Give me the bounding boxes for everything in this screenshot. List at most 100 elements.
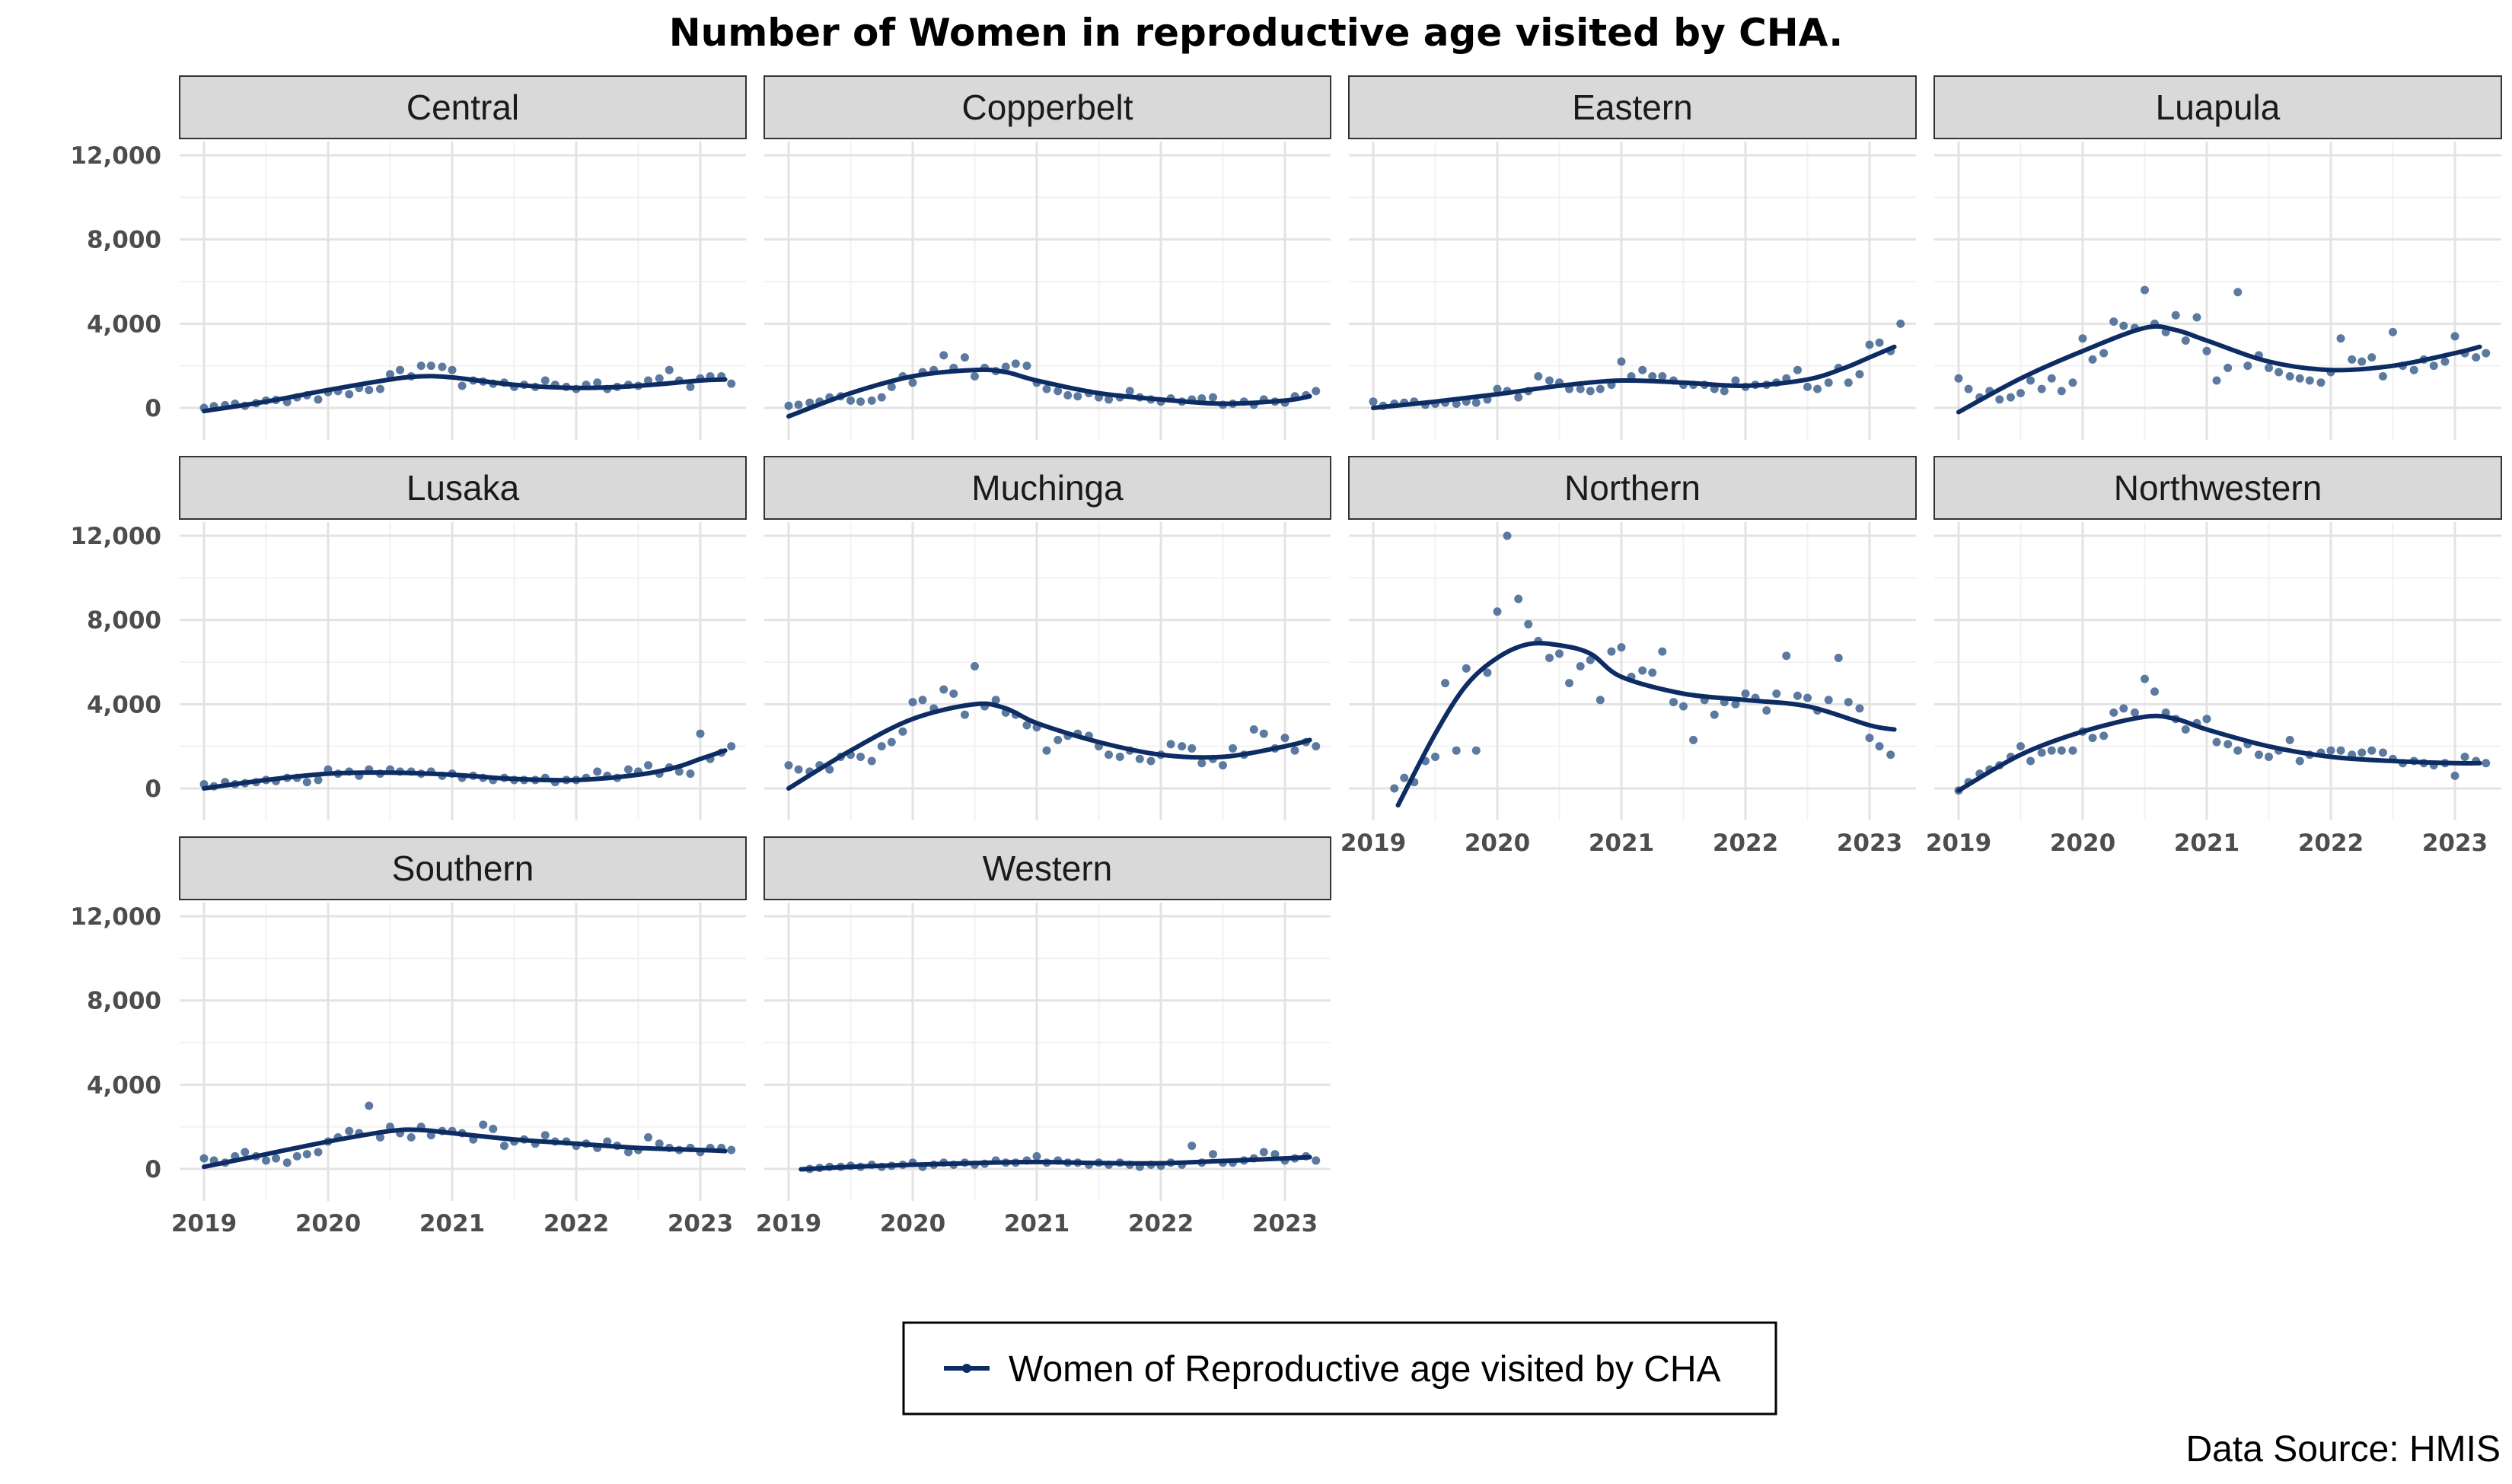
data-point (2233, 746, 2243, 755)
facet-strip (1933, 75, 2502, 139)
data-point (292, 1151, 301, 1161)
data-point (2326, 746, 2335, 755)
data-point (674, 767, 684, 776)
data-point (949, 689, 958, 698)
data-point (1514, 393, 1523, 402)
trend-line (202, 374, 728, 414)
data-point (1105, 395, 1114, 404)
data-point (1844, 378, 1853, 387)
data-point (623, 765, 633, 774)
data-point (655, 1139, 664, 1148)
trend-line (1395, 641, 1897, 808)
data-point (794, 400, 803, 409)
data-point (1824, 696, 1833, 705)
data-point (2068, 378, 2077, 387)
x-tick-label: 2023 (2422, 830, 2488, 857)
data-point (2233, 288, 2243, 297)
data-point (282, 1158, 292, 1167)
data-point (960, 710, 969, 719)
data-point (1493, 607, 1502, 616)
data-point (438, 362, 447, 371)
data-point (1208, 393, 1217, 402)
data-point (2409, 365, 2418, 374)
facet-strip (763, 456, 1331, 520)
data-point (2212, 737, 2221, 747)
facet-label: Eastern (1572, 88, 1693, 127)
data-point (1187, 1142, 1197, 1151)
data-point (856, 397, 865, 406)
data-point (1011, 359, 1020, 368)
data-point (1471, 746, 1481, 755)
data-point (1586, 655, 1595, 664)
data-point (1042, 384, 1051, 393)
y-tick-label: 12,000 (70, 523, 161, 550)
data-point (1617, 643, 1626, 652)
facet-label: Central (406, 88, 519, 127)
data-point (1032, 1151, 1041, 1161)
data-point (2088, 734, 2097, 743)
data-point (1710, 710, 1719, 719)
y-tick-label: 4,000 (87, 691, 161, 718)
facet-label: Northwestern (2114, 468, 2322, 508)
data-point (1658, 647, 1667, 656)
data-point (1741, 689, 1750, 698)
data-point (971, 372, 979, 381)
data-point (1855, 370, 1864, 379)
data-point (1813, 384, 1822, 393)
data-point (2057, 746, 2066, 755)
data-point (696, 729, 705, 738)
data-point (908, 378, 917, 387)
data-point (1135, 754, 1144, 763)
data-point (1022, 361, 1031, 371)
data-point (2119, 321, 2128, 330)
data-point (1219, 761, 1227, 770)
data-point (1514, 594, 1523, 603)
data-point (2068, 746, 2077, 755)
data-point (1503, 531, 1512, 540)
panel-luapula: Luapula (1933, 75, 2502, 440)
data-point (898, 727, 907, 736)
data-point (2429, 361, 2438, 371)
facet-label: Copperbelt (961, 88, 1133, 127)
data-point (2285, 372, 2294, 381)
x-tick-label: 2022 (544, 1210, 609, 1237)
x-tick-label: 2021 (1589, 830, 1654, 857)
data-point (1689, 735, 1698, 744)
facet-strip (1933, 456, 2502, 520)
data-point (1586, 387, 1595, 396)
x-tick-label: 2021 (2174, 830, 2239, 857)
data-point (1875, 742, 1884, 751)
data-point (2265, 363, 2273, 372)
data-point (1115, 753, 1124, 761)
data-point (1762, 706, 1771, 715)
data-point (2482, 349, 2491, 358)
data-point (971, 662, 979, 671)
data-point (1824, 378, 1833, 387)
data-point (593, 767, 602, 776)
facet-strip (179, 836, 747, 900)
data-point (1782, 651, 1791, 661)
data-point (2181, 336, 2190, 345)
data-point (1042, 746, 1051, 755)
data-point (1270, 1150, 1280, 1159)
data-point (375, 384, 384, 393)
data-point (314, 395, 323, 404)
data-point (1493, 384, 1502, 393)
data-point (2202, 715, 2211, 724)
data-point (2141, 285, 2149, 295)
x-tick-label: 2021 (419, 1210, 485, 1237)
y-tick-label: 0 (145, 1156, 161, 1183)
data-point (2181, 725, 2190, 734)
data-point (2450, 771, 2459, 780)
data-point (686, 382, 695, 391)
data-point (448, 365, 457, 374)
data-point (1022, 721, 1031, 730)
data-point (2192, 313, 2201, 322)
panel-copperbelt: Copperbelt (763, 75, 1331, 440)
data-point (489, 1124, 498, 1133)
data-point (2006, 393, 2015, 402)
data-point (644, 1133, 653, 1142)
data-point (1596, 696, 1605, 705)
data-point (2026, 376, 2035, 385)
data-point (2099, 349, 2109, 358)
